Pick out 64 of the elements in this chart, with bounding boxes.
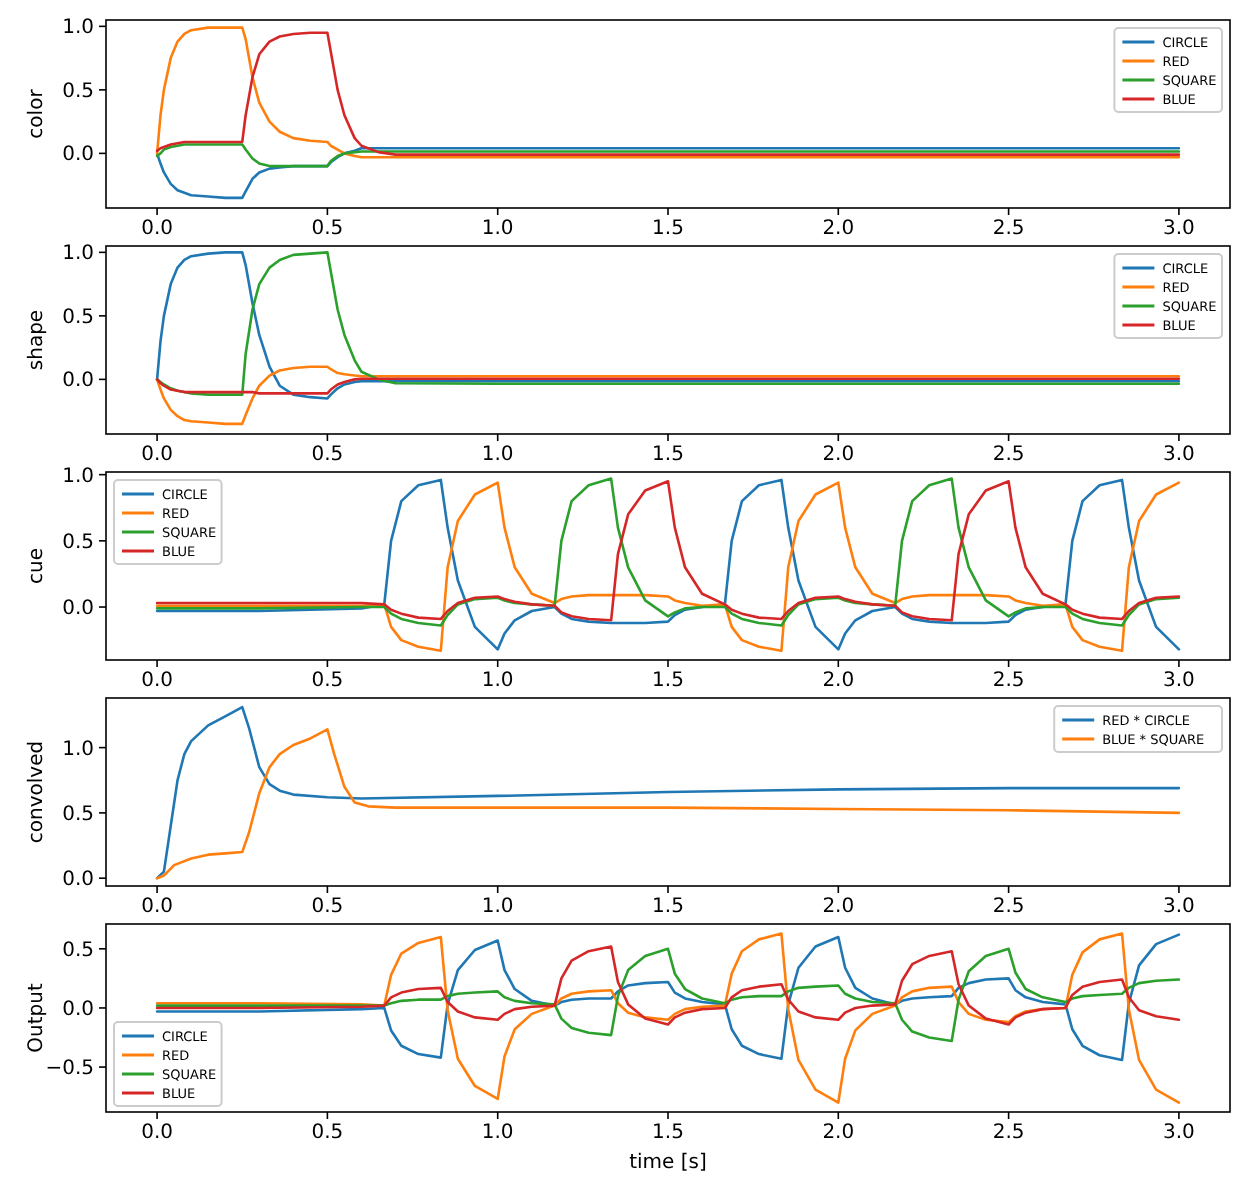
x-tick-label: 0.0 [141,218,173,240]
x-tick-label: 1.0 [481,670,514,692]
y-tick-label: 1.0 [62,465,94,488]
x-tick-label: 3.0 [1163,1122,1195,1144]
x-tick-label: 2.0 [822,218,855,240]
y-tick-label: 0.5 [62,80,94,103]
y-tick-label: 1.0 [62,243,94,266]
y-axis-title: color [26,87,48,139]
x-tick-label: 0.5 [311,444,344,466]
line-series [155,932,1181,1104]
y-axis-title: Output [26,983,48,1053]
x-tick-label: 0.0 [141,670,173,692]
x-tick-label: 0.5 [311,896,344,918]
x-tick-label: 1.5 [652,218,684,240]
line-series [155,377,1181,395]
line-series [155,147,1181,200]
x-tick-label: 2.0 [822,896,855,918]
x-tick-label: 1.0 [481,896,514,918]
x-tick-label: 1.0 [481,444,514,466]
y-tick-label: −0.5 [45,1058,94,1081]
x-tick-label: 2.5 [992,1122,1025,1144]
x-tick-label: 2.0 [822,1122,855,1144]
y-axis-title: shape [26,309,48,371]
x-tick-label: 3.0 [1163,670,1195,692]
x-tick-label: 1.0 [481,218,514,240]
line-series [155,365,1181,426]
line-series [155,947,1181,1043]
y-tick-label: 0.0 [62,869,94,892]
y-tick-label: 0.5 [62,939,94,962]
y-axis-title: cue [26,548,48,584]
x-tick-label: 1.5 [652,1122,684,1144]
x-tick-label: 2.5 [992,444,1025,466]
y-tick-label: 0.0 [62,370,94,393]
x-tick-label: 3.0 [1163,444,1195,466]
x-tick-label: 3.0 [1163,218,1195,240]
x-tick-label: 2.0 [822,444,855,466]
line-series [155,945,1181,1026]
x-tick-label: 3.0 [1163,896,1195,918]
x-axis-title: time [s] [629,1152,707,1174]
x-tick-label: 1.5 [652,444,684,466]
x-tick-label: 0.5 [311,218,344,240]
x-tick-label: 1.5 [652,670,684,692]
x-tick-label: 2.5 [992,670,1025,692]
y-tick-label: 0.0 [62,598,94,621]
x-tick-label: 1.5 [652,896,684,918]
x-tick-label: 1.0 [481,1122,514,1144]
y-tick-label: 1.0 [62,738,94,761]
y-tick-label: 0.5 [62,803,94,826]
x-tick-label: 2.5 [992,896,1025,918]
y-tick-label: 0.5 [62,531,94,554]
y-axis-title: convolved [26,740,48,844]
line-series [155,933,1181,1062]
x-tick-label: 2.0 [822,670,855,692]
x-tick-label: 0.0 [141,1122,173,1144]
x-tick-label: 0.5 [311,1122,344,1144]
line-series [155,143,1181,168]
x-tick-label: 0.0 [141,896,173,918]
x-tick-label: 2.5 [992,218,1025,240]
y-tick-label: 0.0 [62,998,94,1021]
x-tick-label: 0.5 [311,670,344,692]
y-tick-label: 1.0 [62,17,94,40]
y-tick-label: 0.0 [62,144,94,167]
x-tick-label: 0.0 [141,444,173,466]
y-tick-label: 0.5 [62,306,94,329]
